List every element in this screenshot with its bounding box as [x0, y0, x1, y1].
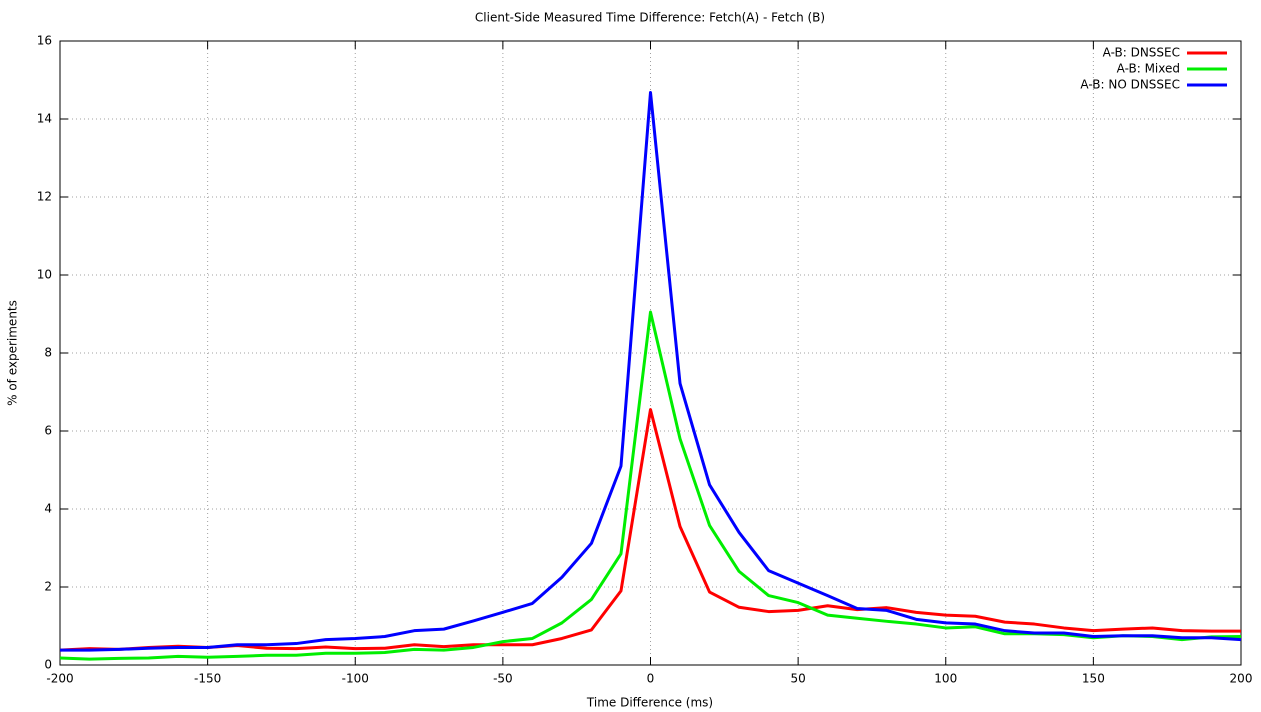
x-tick-label: -100	[342, 672, 369, 686]
y-tick-label: 8	[44, 346, 52, 360]
legend-label: A-B: Mixed	[1117, 62, 1180, 76]
y-tick-label: 14	[37, 112, 52, 126]
legend-label: A-B: NO DNSSEC	[1080, 78, 1180, 92]
y-tick-label: 0	[44, 658, 52, 672]
x-tick-label: 150	[1082, 672, 1105, 686]
x-tick-label: -50	[493, 672, 513, 686]
x-tick-label: 0	[647, 672, 655, 686]
x-tick-label: 100	[934, 672, 957, 686]
line	[59, 408, 1241, 652]
x-axis-label: Time Difference (ms)	[586, 696, 713, 710]
x-tick-label: 200	[1230, 672, 1253, 686]
line	[60, 90, 1242, 652]
y-tick-label: 12	[37, 190, 52, 204]
x-tick-label: -150	[194, 672, 221, 686]
y-tick-label: 4	[44, 502, 52, 516]
y-tick-label: 6	[44, 424, 52, 438]
y-tick-label: 16	[37, 34, 52, 48]
y-tick-label: 2	[44, 580, 52, 594]
x-tick-label: -200	[46, 672, 73, 686]
plot-border	[59, 40, 1242, 666]
y-axis-label: % of experiments	[6, 300, 20, 406]
chart-title: Client-Side Measured Time Difference: Fe…	[475, 11, 825, 25]
legend-label: A-B: DNSSEC	[1103, 46, 1180, 60]
x-tick-label: 50	[790, 672, 805, 686]
y-tick-label: 10	[37, 268, 52, 282]
